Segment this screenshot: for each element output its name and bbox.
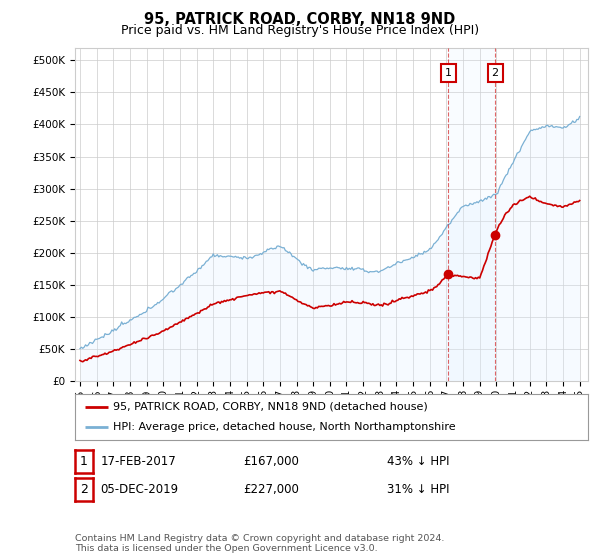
Text: 2: 2 bbox=[491, 68, 499, 78]
Text: 1: 1 bbox=[445, 68, 452, 78]
Text: £227,000: £227,000 bbox=[243, 483, 299, 496]
Text: 95, PATRICK ROAD, CORBY, NN18 9ND (detached house): 95, PATRICK ROAD, CORBY, NN18 9ND (detac… bbox=[113, 402, 428, 412]
Text: 2: 2 bbox=[80, 483, 88, 496]
Text: Price paid vs. HM Land Registry's House Price Index (HPI): Price paid vs. HM Land Registry's House … bbox=[121, 24, 479, 36]
Text: 05-DEC-2019: 05-DEC-2019 bbox=[100, 483, 178, 496]
Text: 43% ↓ HPI: 43% ↓ HPI bbox=[387, 455, 449, 468]
Bar bbox=[448, 48, 495, 381]
Text: 31% ↓ HPI: 31% ↓ HPI bbox=[387, 483, 449, 496]
Text: 95, PATRICK ROAD, CORBY, NN18 9ND: 95, PATRICK ROAD, CORBY, NN18 9ND bbox=[145, 12, 455, 27]
Text: Contains HM Land Registry data © Crown copyright and database right 2024.
This d: Contains HM Land Registry data © Crown c… bbox=[75, 534, 445, 553]
Text: HPI: Average price, detached house, North Northamptonshire: HPI: Average price, detached house, Nort… bbox=[113, 422, 456, 432]
Text: £167,000: £167,000 bbox=[243, 455, 299, 468]
Text: 1: 1 bbox=[80, 455, 88, 468]
Text: 17-FEB-2017: 17-FEB-2017 bbox=[100, 455, 176, 468]
